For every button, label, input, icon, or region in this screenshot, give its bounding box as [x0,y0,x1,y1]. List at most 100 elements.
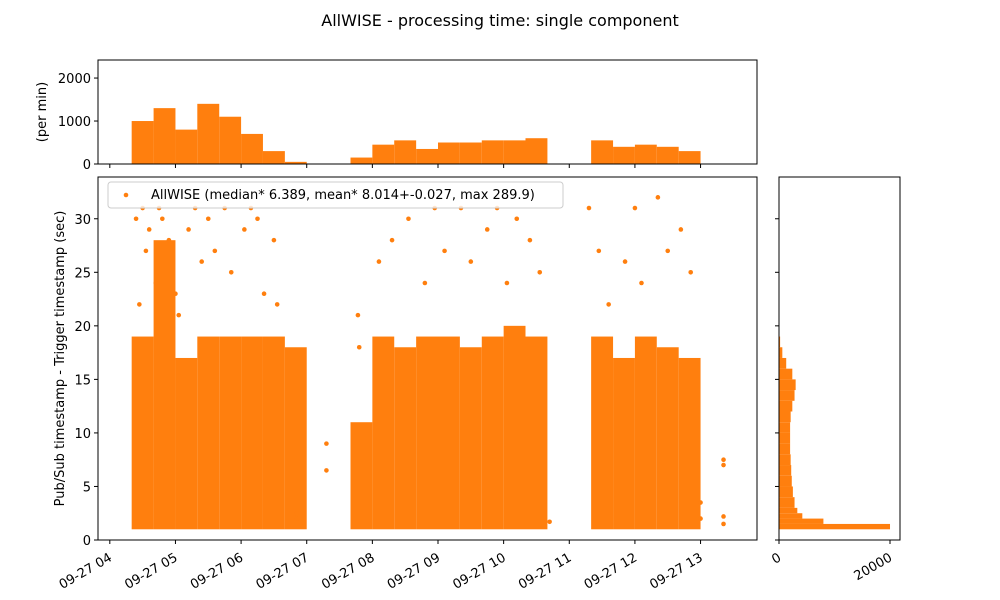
point [324,468,329,473]
point-band [459,347,482,530]
bar [779,486,793,498]
point-band [262,336,285,530]
bar [779,523,891,530]
point-band [438,336,460,530]
bar [779,465,792,476]
bar [779,368,793,380]
x-tick-label: 09-27 10 [451,550,509,592]
point [294,510,300,516]
bar [779,411,791,423]
point [294,516,300,521]
point-band [394,347,417,530]
y-tick-label: 0 [83,158,91,173]
bar [459,142,482,164]
point-band [175,357,198,530]
legend-label: AllWISE (median* 6.389, mean* 8.014+-0.0… [151,188,535,203]
point [504,280,510,286]
point-band [613,357,635,530]
x-tick-label: 09-27 05 [122,550,180,592]
bar [394,140,417,164]
point [199,259,205,264]
bar [779,497,795,508]
point [596,248,602,254]
y-tick-label: 20 [74,320,91,335]
point [356,344,362,350]
point [442,248,447,254]
point [665,248,671,254]
point [688,270,694,275]
y-tick-label: 2000 [58,72,91,87]
bar [131,121,154,164]
point [422,280,428,286]
point-band [197,336,220,530]
bar [678,151,701,164]
point-band [656,347,679,530]
bar [779,507,798,514]
point [137,302,142,307]
point [721,457,726,462]
point [406,216,411,222]
point-band [350,422,373,530]
point [537,270,543,275]
bar [438,142,460,164]
bar [779,347,783,358]
point-band [503,325,526,530]
bar [481,140,504,164]
point [271,237,277,243]
y-tick-label: 0 [83,534,91,549]
bar [779,443,791,455]
point [721,462,726,468]
point-band [284,347,307,530]
x-tick-label: 09-27 13 [647,550,705,592]
bar [779,336,781,348]
bar [262,151,285,164]
point-band [241,336,263,530]
y-axis-label: (per min) [35,82,50,142]
point [166,237,172,243]
bar [284,161,307,164]
point [721,514,726,519]
point [468,259,474,264]
point [255,216,260,222]
bar [779,513,803,519]
axes-frame [97,176,758,541]
point [261,291,267,297]
point [355,312,361,318]
point-band [372,336,395,530]
bar [779,379,796,391]
point [586,205,592,211]
point [606,302,611,307]
bar [175,129,198,164]
point [698,500,703,505]
x-tick-label: 0 [769,550,784,567]
bar [197,103,220,164]
y-tick-label: 30 [74,213,91,228]
bar [779,518,824,524]
point [389,237,395,243]
point [274,302,280,307]
point [514,216,520,222]
bar [634,144,657,164]
bar [779,454,791,466]
point [205,216,211,222]
point-band [416,336,439,530]
point [484,227,490,232]
point [133,216,139,222]
x-tick-label: 09-27 06 [188,550,246,592]
bar [219,116,242,164]
bar [779,357,787,369]
y-tick-label: 15 [74,373,91,388]
bar [779,422,791,433]
point [698,516,703,521]
point [143,248,149,254]
point [242,227,247,232]
y-tick-label: 5 [83,480,91,495]
bar [779,390,795,401]
point-band [481,336,504,530]
point [527,237,533,243]
y-tick-label: 10 [74,427,91,442]
bar [416,148,439,164]
point [324,441,329,446]
bar [779,475,792,487]
x-tick-label: 09-27 11 [516,550,574,592]
